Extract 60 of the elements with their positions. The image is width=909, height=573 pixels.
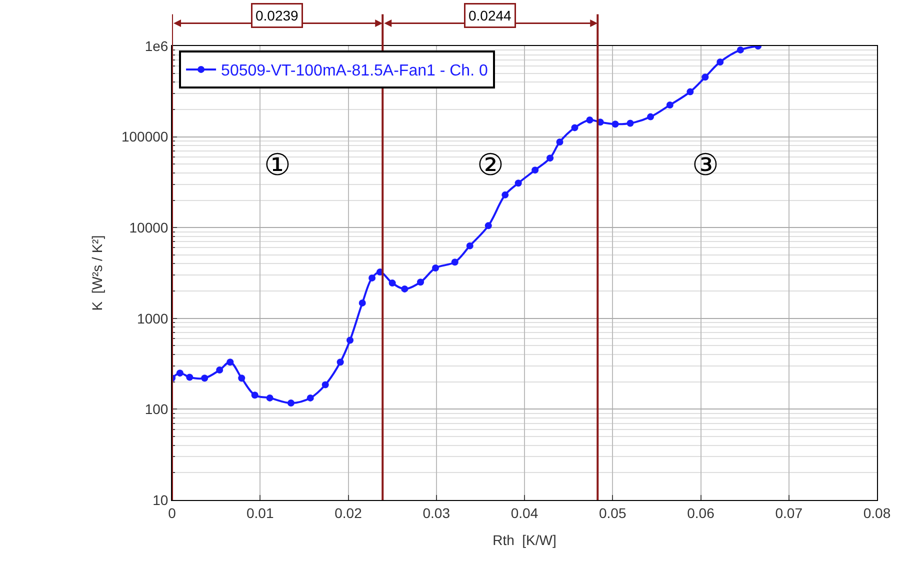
point	[306, 394, 314, 402]
annotation: ②	[477, 148, 504, 183]
y-tick-label: 1000	[137, 310, 168, 326]
point	[368, 274, 376, 282]
annotation: ①	[264, 148, 291, 183]
point	[484, 222, 492, 230]
x-tick-label: 0.07	[775, 504, 803, 521]
point	[736, 46, 744, 54]
x-axis-title: Rth [K/W]	[492, 532, 556, 548]
point	[266, 394, 274, 402]
point	[532, 166, 539, 174]
y-tick-label: 100	[144, 401, 168, 418]
point	[176, 370, 184, 377]
y-axis-title: K [W²s / K²]	[89, 235, 106, 311]
point	[201, 374, 208, 382]
point	[716, 58, 724, 66]
x-tick-label: 0.03	[422, 504, 450, 521]
point	[502, 191, 509, 198]
text: 0.0239	[256, 8, 299, 24]
point	[238, 374, 246, 382]
point	[702, 74, 709, 81]
x-tick-label: 0.05	[599, 504, 626, 521]
point	[358, 299, 366, 306]
point	[451, 258, 458, 266]
point	[612, 120, 619, 128]
point	[686, 88, 694, 96]
point	[546, 154, 554, 162]
point	[647, 113, 654, 120]
point	[216, 366, 224, 374]
x-tick-label: 0.06	[687, 504, 715, 521]
x-tick-label: 0.04	[510, 504, 538, 521]
point	[226, 358, 234, 366]
x-tick-label: 0	[168, 504, 176, 521]
y-tick-label: 10000	[129, 220, 168, 236]
point	[666, 102, 674, 108]
point	[514, 180, 522, 187]
point	[586, 116, 594, 124]
point	[287, 400, 294, 407]
y-tick-label: 10	[152, 492, 168, 508]
point	[432, 264, 439, 272]
point	[626, 120, 634, 127]
point	[401, 285, 408, 292]
x-tick-label: 0.08	[863, 504, 891, 521]
y-tick-label: 1e6	[144, 38, 168, 54]
x-tick-label: 0.01	[246, 504, 274, 521]
y-tick-label: 100000	[121, 128, 168, 145]
point	[346, 336, 354, 344]
x-tick-label: 0.02	[334, 504, 362, 521]
point	[556, 138, 564, 146]
point	[186, 374, 194, 381]
point	[322, 381, 329, 388]
point	[466, 242, 474, 250]
legend-label: 50509-VT-100mA-81.5A-Fan1 - Ch. 0	[221, 62, 488, 80]
point	[336, 358, 344, 366]
point	[571, 124, 578, 132]
annotation: ③	[692, 148, 719, 183]
point	[388, 280, 396, 287]
text: 0.0244	[468, 8, 512, 24]
point	[417, 278, 424, 286]
point	[251, 392, 258, 399]
